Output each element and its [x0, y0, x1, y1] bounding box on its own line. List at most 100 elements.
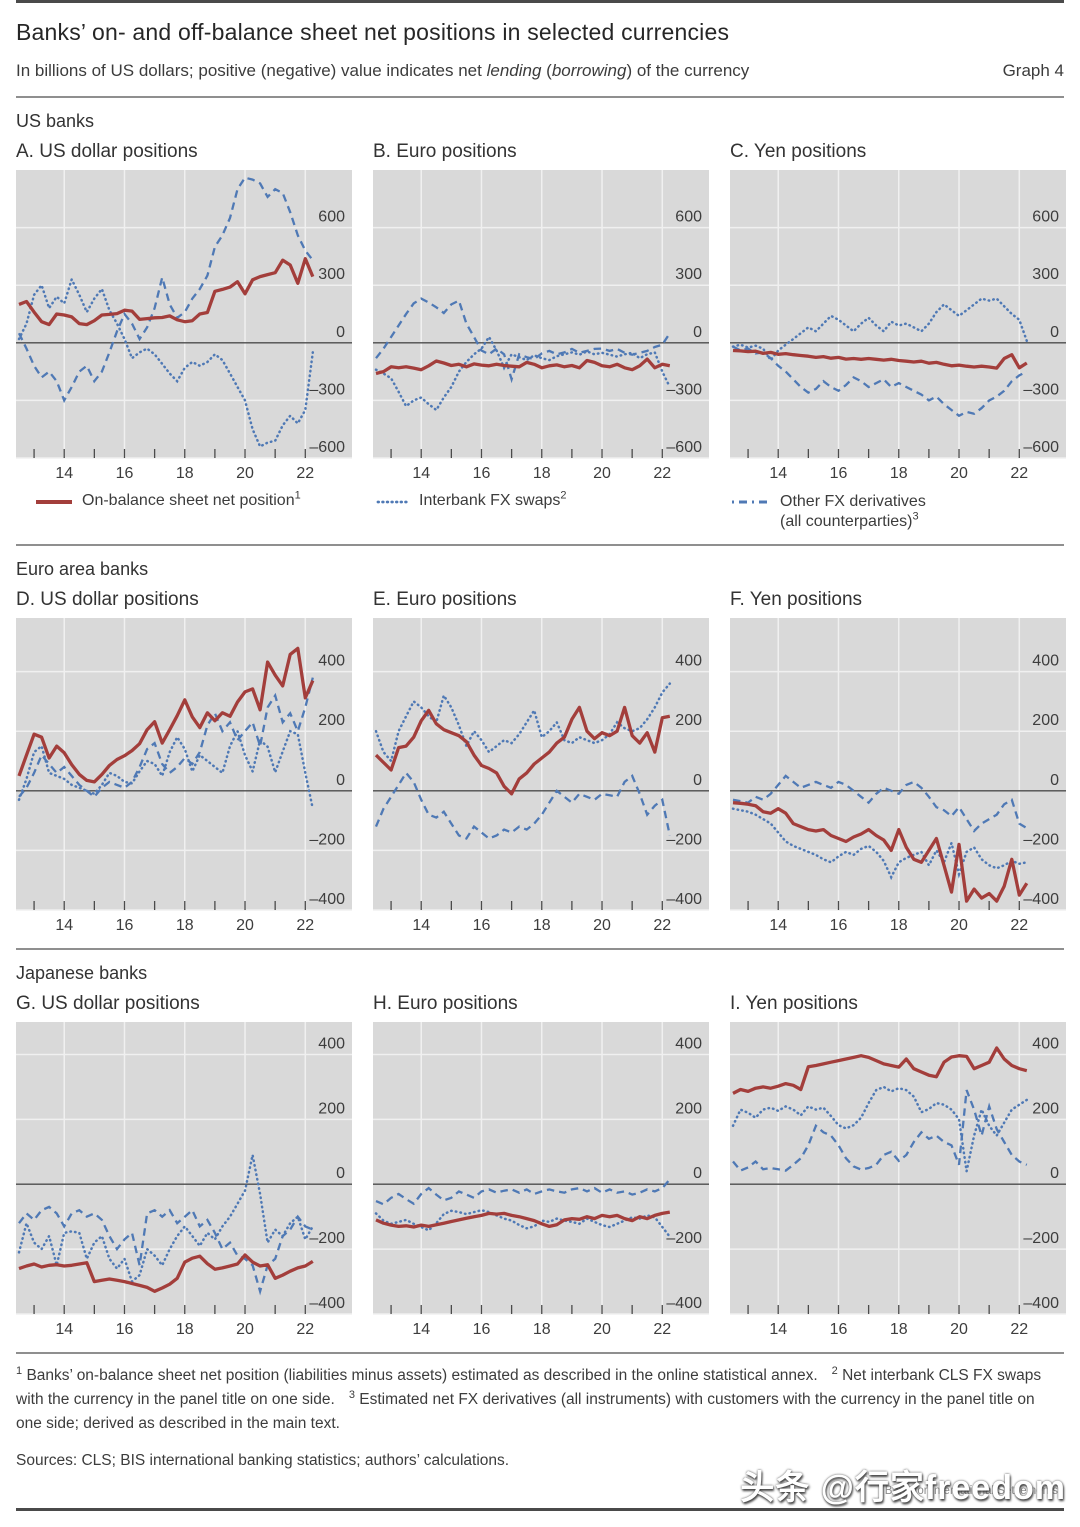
legend-item-fx-swaps: Interbank FX swaps2 — [376, 489, 731, 510]
svg-text:–400: –400 — [309, 891, 345, 908]
legend-label-on-balance: On-balance sheet net position1 — [82, 489, 301, 509]
dashed-line-swatch-icon — [732, 500, 771, 504]
panel-d-title: D. US dollar positions — [16, 589, 199, 610]
panel-e-chart: 400 200 0 –200 –400 14 16 18 20 22 — [373, 618, 709, 936]
svg-text:14: 14 — [55, 1321, 73, 1338]
chart-canvas-i: 400 200 0 –200 –400 14 16 18 20 22 — [730, 1022, 1066, 1338]
svg-text:14: 14 — [412, 465, 430, 482]
svg-text:200: 200 — [675, 712, 702, 729]
sources-line: Sources: CLS; BIS international banking … — [16, 1452, 510, 1470]
svg-text:20: 20 — [236, 465, 254, 482]
svg-text:22: 22 — [1010, 917, 1028, 934]
svg-text:600: 600 — [318, 209, 345, 226]
svg-text:16: 16 — [473, 1321, 491, 1338]
panel-h: H. Euro positions 400 200 0 –200 –400 14 16 18 2… — [373, 993, 709, 1340]
svg-text:16: 16 — [116, 465, 134, 482]
footnotes: 1 Banks’ on-balance sheet net position (… — [16, 1364, 1042, 1433]
panel-i-title: I. Yen positions — [730, 993, 858, 1014]
svg-text:14: 14 — [769, 1321, 787, 1338]
svg-text:–400: –400 — [309, 1295, 345, 1312]
svg-text:–200: –200 — [309, 831, 345, 848]
legend-label-fx-swaps: Interbank FX swaps2 — [419, 489, 567, 509]
panel-b-title: B. Euro positions — [373, 141, 517, 162]
svg-text:600: 600 — [675, 209, 702, 226]
svg-text:20: 20 — [236, 1321, 254, 1338]
chart-canvas-f: 400 200 0 –200 –400 14 16 18 20 22 — [730, 618, 1066, 934]
svg-text:18: 18 — [176, 917, 194, 934]
svg-text:22: 22 — [1010, 1321, 1028, 1338]
svg-text:22: 22 — [653, 1321, 671, 1338]
panel-g-chart: 400 200 0 –200 –400 14 16 18 20 22 — [16, 1022, 352, 1340]
chart-canvas-a: 600 300 0 –300 –600 14 16 18 20 22 — [16, 170, 352, 482]
svg-text:20: 20 — [593, 917, 611, 934]
bis-copyright-text: Bank for International Settlements — [884, 1485, 1058, 1497]
svg-text:–400: –400 — [666, 891, 702, 908]
svg-text:18: 18 — [533, 917, 551, 934]
svg-text:–200: –200 — [1023, 1230, 1059, 1247]
svg-text:16: 16 — [116, 917, 134, 934]
panel-f: F. Yen positions 400 200 0 –200 –400 14 16 18 20… — [730, 589, 1066, 936]
chart-canvas-b: 600 300 0 –300 –600 14 16 18 20 22 — [373, 170, 709, 482]
dotted-line-swatch-icon — [376, 500, 410, 504]
section-us-banks: US banks — [16, 111, 95, 131]
svg-text:14: 14 — [769, 465, 787, 482]
svg-text:22: 22 — [653, 465, 671, 482]
svg-text:22: 22 — [296, 1321, 314, 1338]
svg-text:0: 0 — [693, 1165, 702, 1182]
svg-text:14: 14 — [55, 465, 73, 482]
svg-text:18: 18 — [890, 465, 908, 482]
svg-text:14: 14 — [55, 917, 73, 934]
svg-text:200: 200 — [318, 1100, 345, 1117]
panel-i: I. Yen positions 400 200 0 –200 –400 14 16 18 20… — [730, 993, 1066, 1340]
svg-text:22: 22 — [1010, 465, 1028, 482]
svg-text:18: 18 — [890, 917, 908, 934]
svg-text:400: 400 — [675, 653, 702, 670]
chart-canvas-e: 400 200 0 –200 –400 14 16 18 20 22 — [373, 618, 709, 934]
svg-text:22: 22 — [296, 917, 314, 934]
chart-legend: On-balance sheet net position1 Interbank… — [16, 489, 1064, 532]
chart-canvas-h: 400 200 0 –200 –400 14 16 18 20 22 — [373, 1022, 709, 1338]
svg-text:–400: –400 — [1023, 1295, 1059, 1312]
panel-b-chart: 600 300 0 –300 –600 14 16 18 20 22 — [373, 170, 709, 484]
chart-canvas-d: 400 200 0 –200 –400 14 16 18 20 22 — [16, 618, 352, 934]
panel-c: C. Yen positions 600 300 0 –300 –600 14 16 18 20… — [730, 141, 1066, 484]
svg-text:18: 18 — [533, 1321, 551, 1338]
svg-text:20: 20 — [950, 1321, 968, 1338]
svg-text:–200: –200 — [666, 1230, 702, 1247]
subtitle: In billions of US dollars; positive (neg… — [16, 61, 750, 80]
svg-text:–300: –300 — [1023, 381, 1059, 398]
panel-c-chart: 600 300 0 –300 –600 14 16 18 20 22 — [730, 170, 1066, 484]
svg-text:14: 14 — [769, 917, 787, 934]
panel-g-title: G. US dollar positions — [16, 993, 200, 1014]
svg-text:16: 16 — [473, 465, 491, 482]
panel-b: B. Euro positions 600 300 0 –300 –600 14 16 18 2… — [373, 141, 709, 484]
svg-text:0: 0 — [1050, 1165, 1059, 1182]
svg-text:20: 20 — [236, 917, 254, 934]
subtitle-row: In billions of US dollars; positive (neg… — [16, 61, 1064, 81]
panel-d: D. US dollar positions 400 200 0 –200 –400 14… — [16, 589, 352, 936]
legend-item-on-balance: On-balance sheet net position1 — [35, 489, 376, 510]
svg-text:16: 16 — [116, 1321, 134, 1338]
svg-text:16: 16 — [830, 465, 848, 482]
legend-item-other-derivatives: Other FX derivatives (all counterparties… — [731, 492, 926, 532]
graph-number-label: Graph 4 — [1002, 61, 1064, 80]
svg-text:0: 0 — [336, 1165, 345, 1182]
section-japanese-banks: Japanese banks — [16, 963, 148, 983]
svg-text:0: 0 — [336, 772, 345, 789]
svg-text:20: 20 — [593, 465, 611, 482]
svg-text:200: 200 — [318, 712, 345, 729]
svg-text:16: 16 — [830, 1321, 848, 1338]
svg-text:600: 600 — [1032, 209, 1059, 226]
svg-text:16: 16 — [473, 917, 491, 934]
footnote-3: Estimated net FX derivatives (all instru… — [16, 1391, 1035, 1433]
footnote-divider — [16, 1352, 1064, 1354]
svg-text:–400: –400 — [666, 1295, 702, 1312]
panel-f-title: F. Yen positions — [730, 589, 863, 610]
svg-text:400: 400 — [1032, 653, 1059, 670]
svg-text:20: 20 — [950, 917, 968, 934]
panel-a: A. US dollar positions 600 300 0 –300 –600 14… — [16, 141, 352, 484]
svg-text:–400: –400 — [1023, 891, 1059, 908]
svg-text:0: 0 — [693, 772, 702, 789]
panel-e: E. Euro positions 400 200 0 –200 –400 14 16 18 2… — [373, 589, 709, 936]
header-rule — [16, 96, 1064, 98]
